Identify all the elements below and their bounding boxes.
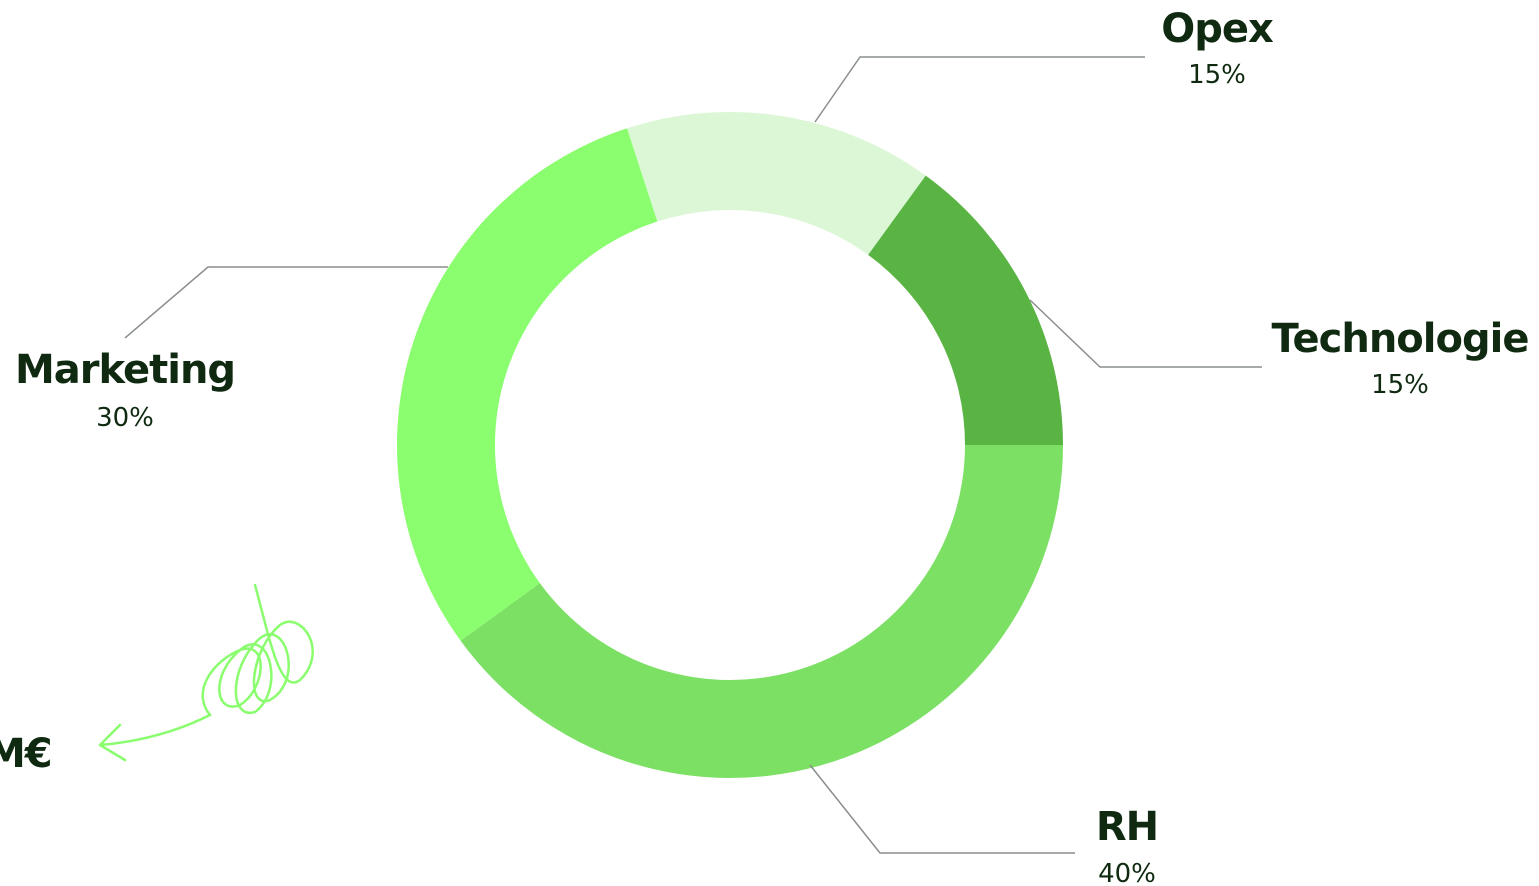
leader-line: [1029, 299, 1262, 368]
decorative-arrow: [98, 583, 314, 762]
donut-segment: [868, 175, 1063, 445]
value-label: 15%: [1188, 60, 1246, 90]
donut: [397, 112, 1063, 779]
value-label: 40%: [1098, 859, 1156, 886]
donut-segment: [627, 112, 926, 255]
value-label: 30%: [96, 403, 154, 433]
category-label: RH: [1096, 804, 1158, 850]
category-label: Marketing: [15, 347, 235, 393]
annotation: M€: [0, 731, 52, 777]
value-label: 15%: [1371, 370, 1429, 400]
donut-segment: [460, 445, 1063, 779]
category-label: Technologie: [1272, 316, 1529, 362]
leader-line: [814, 56, 1145, 123]
category-label: Opex: [1161, 6, 1274, 52]
leader-line: [809, 764, 1075, 854]
leader-line: [124, 266, 448, 339]
donut-segment: [397, 128, 658, 641]
